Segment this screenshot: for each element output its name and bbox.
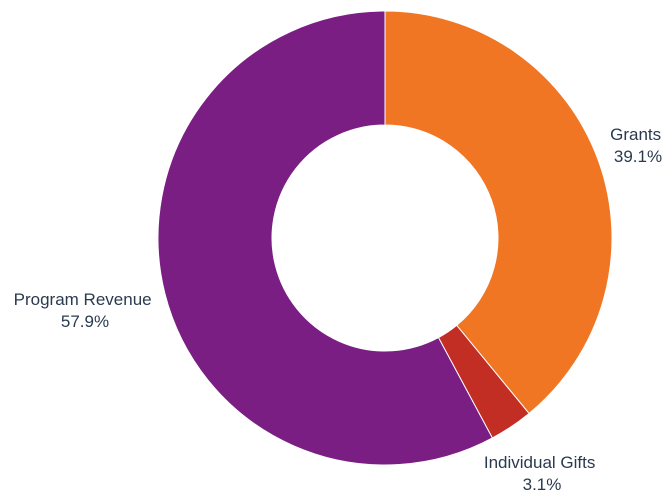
slice-label-individual-gifts: Individual Gifts 3.1%: [484, 453, 600, 493]
slice-label-grants-value: 39.1%: [614, 147, 662, 166]
donut-slices: [157, 10, 613, 466]
slice-label-program-revenue-value: 57.9%: [61, 312, 109, 331]
slice-labels: Grants 39.1% Individual Gifts 3.1% Progr…: [14, 125, 666, 493]
slice-grants: [384, 10, 613, 415]
slice-label-grants: Grants 39.1%: [610, 125, 666, 166]
slice-label-program-revenue: Program Revenue 57.9%: [14, 290, 157, 331]
slice-program-revenue: [157, 10, 494, 466]
slice-label-individual-gifts-value: 3.1%: [523, 475, 562, 493]
slice-label-program-revenue-name: Program Revenue: [14, 290, 152, 309]
slice-label-grants-name: Grants: [610, 125, 661, 144]
slice-label-individual-gifts-name: Individual Gifts: [484, 453, 596, 472]
